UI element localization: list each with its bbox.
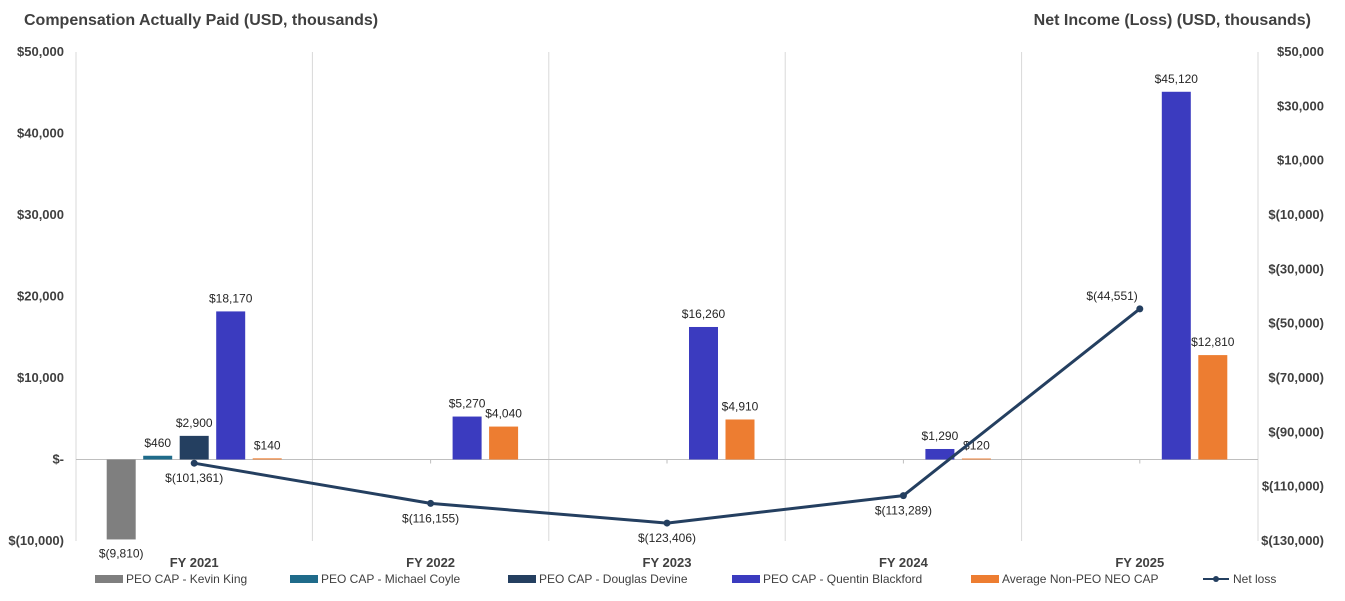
right-axis-tick-label: $(30,000) xyxy=(1268,261,1324,276)
x-axis-category-label: FY 2023 xyxy=(643,555,692,570)
bar-data-label: $1,290 xyxy=(922,429,959,443)
net-loss-data-label: $(116,155) xyxy=(402,511,459,525)
bar-data-label: $(9,810) xyxy=(99,546,144,560)
bar-michael xyxy=(143,455,173,460)
net-loss-point xyxy=(1136,305,1144,313)
legend-swatch-michael xyxy=(290,575,318,583)
bar-data-label: $4,040 xyxy=(485,407,522,421)
net-loss-point xyxy=(190,459,198,467)
right-axis-tick-label: $(90,000) xyxy=(1268,424,1324,439)
legend-item-nonpeo: Average Non-PEO NEO CAP xyxy=(971,572,1159,586)
right-axis-tick-label: $(110,000) xyxy=(1262,479,1324,494)
legend-item-quentin: PEO CAP - Quentin Blackford xyxy=(732,572,922,586)
legend-label-quentin: PEO CAP - Quentin Blackford xyxy=(763,572,923,586)
legend-swatch-kevin xyxy=(95,575,123,583)
right-axis-title: Net Income (Loss) (USD, thousands) xyxy=(1033,12,1311,29)
bar-data-label: $460 xyxy=(144,436,171,450)
left-axis-tick-label: $30,000 xyxy=(17,207,64,222)
legend-swatch-quentin xyxy=(732,575,760,583)
right-axis-tick-label: $(50,000) xyxy=(1268,316,1324,331)
net-loss-point xyxy=(663,519,671,527)
left-axis-tick-label: $20,000 xyxy=(17,289,64,304)
left-axis-tick-label: $- xyxy=(52,452,64,467)
bar-quentin xyxy=(452,416,482,460)
bar-quentin xyxy=(689,326,718,460)
x-axis-category-label: FY 2024 xyxy=(879,555,929,570)
left-axis-title: Compensation Actually Paid (USD, thousan… xyxy=(24,12,379,29)
net-loss-data-label: $(44,551) xyxy=(1086,289,1137,303)
net-loss-point xyxy=(899,492,907,500)
net-loss-point xyxy=(427,499,435,507)
right-axis-tick-label: $(70,000) xyxy=(1268,370,1324,385)
right-axis-tick-label: $30,000 xyxy=(1277,98,1324,113)
x-axis-category-label: FY 2025 xyxy=(1115,555,1164,570)
bar-data-label: $12,810 xyxy=(1191,335,1235,349)
right-axis-tick-label: $(10,000) xyxy=(1268,207,1324,222)
legend-item-kevin: PEO CAP - Kevin King xyxy=(95,572,247,586)
legend-swatch-netloss xyxy=(1203,574,1229,584)
bar-quentin xyxy=(1161,91,1191,460)
net-loss-data-label: $(101,361) xyxy=(165,471,223,485)
bar-data-label: $140 xyxy=(254,438,281,452)
bar-data-label: $5,270 xyxy=(449,397,486,411)
left-axis-tick-label: $40,000 xyxy=(17,126,64,141)
legend-label-nonpeo: Average Non-PEO NEO CAP xyxy=(1002,572,1159,586)
bar-nonpeo xyxy=(725,419,755,460)
legend-item-douglas: PEO CAP - Douglas Devine xyxy=(508,572,688,586)
net-loss-data-label: $(113,289) xyxy=(875,504,932,518)
bar-kevin xyxy=(106,459,136,540)
legend-label-netloss: Net loss xyxy=(1233,572,1277,586)
legend-item-michael: PEO CAP - Michael Coyle xyxy=(290,572,460,586)
right-axis-tick-label: $50,000 xyxy=(1277,44,1324,59)
legend-swatch-douglas xyxy=(508,575,536,583)
bar-data-label: $4,910 xyxy=(722,399,759,413)
net-loss-data-label: $(123,406) xyxy=(638,531,696,545)
bar-data-label: $16,260 xyxy=(682,307,726,321)
bar-nonpeo xyxy=(489,426,519,460)
bar-quentin xyxy=(216,311,246,460)
bar-nonpeo xyxy=(1198,355,1228,460)
left-axis-tick-label: $(10,000) xyxy=(8,533,64,548)
legend-item-netloss: Net loss xyxy=(1203,572,1276,586)
bar-quentin xyxy=(925,448,955,460)
x-axis-category-label: FY 2022 xyxy=(406,555,455,570)
bar-data-label: $45,120 xyxy=(1155,72,1199,86)
legend-label-michael: PEO CAP - Michael Coyle xyxy=(321,572,461,586)
legend-label-kevin: PEO CAP - Kevin King xyxy=(126,572,248,586)
net-loss-line xyxy=(193,307,1141,525)
legend-label-douglas: PEO CAP - Douglas Devine xyxy=(539,572,688,586)
bar-douglas xyxy=(179,435,209,460)
legend-swatch-nonpeo xyxy=(971,575,999,583)
legend: PEO CAP - Kevin King PEO CAP - Michael C… xyxy=(0,572,1345,592)
x-axis-category-label: FY 2021 xyxy=(170,555,219,570)
bar-nonpeo xyxy=(252,458,282,460)
bar-nonpeo xyxy=(961,458,991,460)
right-axis-tick-label: $(130,000) xyxy=(1261,533,1324,548)
left-axis-tick-label: $10,000 xyxy=(17,370,64,385)
right-axis-tick-label: $10,000 xyxy=(1277,153,1324,168)
left-axis-tick-label: $50,000 xyxy=(17,44,64,59)
bar-data-label: $18,170 xyxy=(209,291,253,305)
bar-data-label: $2,900 xyxy=(176,416,213,430)
